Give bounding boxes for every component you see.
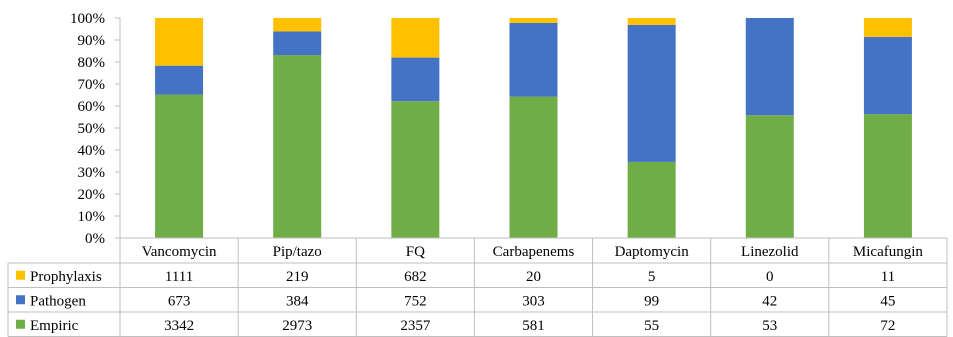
bar-prophylaxis-pip-tazo <box>273 18 322 32</box>
bar-empiric-fq <box>391 101 440 239</box>
bars <box>155 18 912 239</box>
bar-empiric-carbapenems <box>509 96 558 238</box>
bar-prophylaxis-carbapenems <box>509 18 558 23</box>
legend-label: Prophylaxis <box>30 269 102 285</box>
data-label: 752 <box>404 293 427 309</box>
bar-empiric-micafungin <box>863 114 912 238</box>
y-tick-label: 100% <box>70 11 105 27</box>
bar-pathogen-pip-tazo <box>273 31 322 56</box>
data-label: 673 <box>168 293 191 309</box>
legend-key-prophylaxis <box>16 270 25 280</box>
bar-empiric-vancomycin <box>155 94 204 238</box>
x-tick-label: Pip/tazo <box>273 244 322 260</box>
bar-empiric-pip-tazo <box>273 55 322 238</box>
data-label: 20 <box>526 269 541 285</box>
data-label: 0 <box>766 269 774 285</box>
y-tick-label: 60% <box>78 99 106 115</box>
data-label: 55 <box>644 318 659 334</box>
data-label: 303 <box>522 293 545 309</box>
y-tick-label: 40% <box>78 143 106 159</box>
x-tick-label: FQ <box>406 244 425 260</box>
data-label: 11 <box>881 269 895 285</box>
data-label: 581 <box>522 318 545 334</box>
data-label: 3342 <box>164 318 194 334</box>
y-tick-label: 80% <box>78 55 106 71</box>
bar-prophylaxis-micafungin <box>863 18 912 37</box>
bar-pathogen-linezolid <box>745 18 794 116</box>
x-tick-label: Linezolid <box>741 244 799 260</box>
data-label: 53 <box>762 318 777 334</box>
bar-pathogen-fq <box>391 57 440 102</box>
bar-prophylaxis-daptomycin <box>627 18 676 25</box>
bar-pathogen-carbapenems <box>509 22 558 97</box>
bar-pathogen-vancomycin <box>155 65 204 95</box>
bar-empiric-daptomycin <box>627 161 676 238</box>
y-tick-label: 30% <box>78 165 106 181</box>
legend-label: Empiric <box>30 318 79 334</box>
bar-prophylaxis-vancomycin <box>155 18 204 66</box>
bar-pathogen-daptomycin <box>627 24 676 162</box>
y-tick-label: 90% <box>78 33 106 49</box>
y-tick-label: 10% <box>78 209 106 225</box>
data-table: Vancomycin Pip/tazo FQ Carbapenems Daptomyci… <box>7 237 948 337</box>
legend-label: Pathogen <box>30 293 86 309</box>
data-label: 99 <box>644 293 659 309</box>
data-label: 2973 <box>282 318 312 334</box>
bar-prophylaxis-fq <box>391 18 440 58</box>
data-label: 42 <box>762 293 777 309</box>
y-tick-label: 20% <box>78 187 106 203</box>
y-axis: 0% 10% 20% 30% 40% 50% 60% 70% 80% 90% 100% <box>70 11 121 247</box>
y-tick-label: 0% <box>85 231 105 247</box>
x-tick-label: Carbapenems <box>493 244 575 260</box>
bar-empiric-linezolid <box>745 115 794 238</box>
x-tick-label: Micafungin <box>853 244 923 260</box>
y-tick-label: 70% <box>78 77 106 93</box>
data-label: 682 <box>404 269 427 285</box>
y-tick-label: 50% <box>78 121 106 137</box>
data-label: 5 <box>648 269 656 285</box>
legend-key-empiric <box>16 319 25 329</box>
data-label: 45 <box>880 293 895 309</box>
data-label: 72 <box>880 318 895 334</box>
data-label: 219 <box>286 269 309 285</box>
x-tick-label: Vancomycin <box>142 244 217 260</box>
legend-key-pathogen <box>16 295 25 305</box>
data-label: 1111 <box>165 269 193 285</box>
data-label: 2357 <box>400 318 431 334</box>
data-label: 384 <box>286 293 309 309</box>
bar-pathogen-micafungin <box>863 36 912 115</box>
x-tick-label: Daptomycin <box>615 244 690 260</box>
